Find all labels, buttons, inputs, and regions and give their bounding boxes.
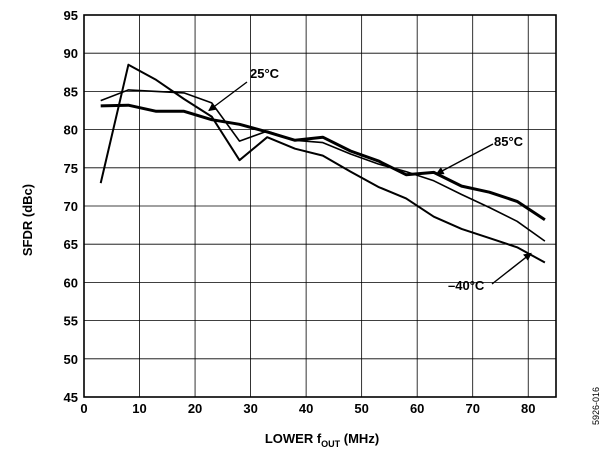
y-tick-label: 65	[64, 237, 78, 252]
grid	[83, 14, 556, 398]
annotation-label: 25°C	[250, 66, 280, 81]
x-axis-title-main: LOWER f	[265, 431, 322, 446]
x-tick-label: 60	[410, 401, 424, 416]
annotation-label: –40°C	[448, 278, 485, 293]
y-tick-label: 80	[64, 123, 78, 138]
x-axis-title-tail: (MHz)	[340, 431, 379, 446]
x-tick-label: 50	[354, 401, 368, 416]
x-axis-title-subscript: OUT	[321, 439, 341, 449]
annotation-label: 85°C	[494, 134, 524, 149]
series-line-1	[100, 103, 546, 222]
y-tick-label: 70	[64, 199, 78, 214]
x-tick-labels: 0 10 20 30 40 50 60 70 80	[80, 401, 535, 416]
y-tick-label: 75	[64, 161, 78, 176]
annotation-arrow	[491, 252, 532, 285]
x-tick-label: 30	[243, 401, 257, 416]
x-tick-label: 40	[299, 401, 313, 416]
y-axis-title: SFDR (dBc)	[20, 184, 35, 256]
x-tick-label: 20	[188, 401, 202, 416]
annotation-arrow	[435, 143, 494, 175]
y-tick-label: 55	[64, 314, 78, 329]
annotations: 25°C 85°C –40°C	[208, 66, 532, 293]
x-tick-label: 0	[80, 401, 87, 416]
y-tick-label: 90	[64, 46, 78, 61]
y-tick-label: 85	[64, 84, 78, 99]
y-tick-label: 50	[64, 352, 78, 367]
y-tick-label: 95	[64, 8, 78, 23]
y-tick-labels: 45 50 55 60 65 70 75 80 85 90 95	[64, 8, 78, 405]
x-tick-label: 80	[521, 401, 535, 416]
series-lines	[99, 63, 546, 264]
y-tick-label: 45	[64, 390, 78, 405]
plot-frame	[83, 14, 557, 398]
annotation-arrow	[208, 81, 248, 112]
x-tick-label: 10	[132, 401, 146, 416]
series-line-2	[99, 63, 546, 264]
x-tick-label: 70	[465, 401, 479, 416]
y-tick-label: 60	[64, 275, 78, 290]
figure-id: 5926-016	[591, 387, 601, 425]
x-axis-title: LOWER fOUT (MHz)	[265, 431, 379, 449]
